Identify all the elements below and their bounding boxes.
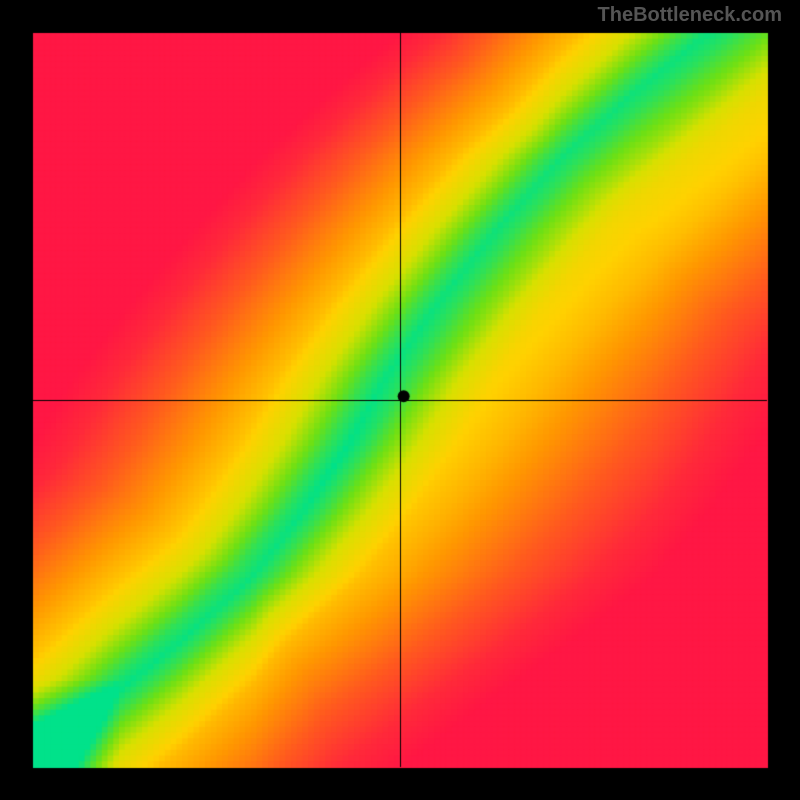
bottleneck-heatmap-canvas — [0, 0, 800, 800]
watermark-label: TheBottleneck.com — [598, 4, 782, 27]
chart-container: TheBottleneck.com — [0, 0, 800, 800]
